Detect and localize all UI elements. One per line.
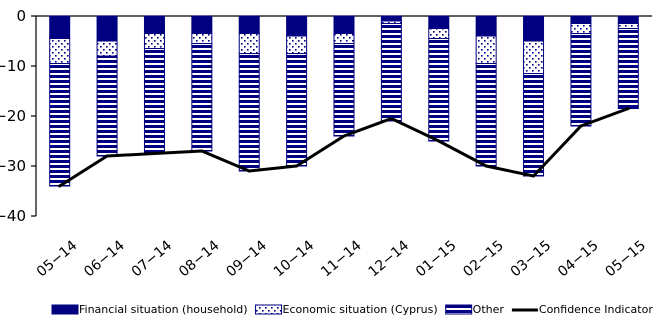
x-tick-label: 01−15 <box>413 238 460 281</box>
x-tick-label: 11−14 <box>318 238 365 281</box>
legend-financial: Financial situation (household) <box>51 303 248 316</box>
y-tick-label: −10 <box>0 57 26 75</box>
legend-economic-label: Economic situation (Cyprus) <box>283 303 438 316</box>
legend-financial-label: Financial situation (household) <box>79 303 248 316</box>
bar-other <box>523 73 545 177</box>
bar-financial <box>380 15 402 22</box>
confidence-indicator-point <box>484 164 488 168</box>
bar-financial <box>570 15 592 24</box>
bar-economic <box>191 33 213 44</box>
bar-other <box>428 38 450 142</box>
confidence-indicator-point <box>389 117 393 120</box>
confidence-indicator-point <box>152 152 156 155</box>
x-tick-label: 09−14 <box>223 238 270 281</box>
bar-other <box>238 53 260 172</box>
confidence-indicator-point <box>295 164 299 168</box>
x-tick-label: 02−15 <box>460 238 507 281</box>
legend-other-swatch <box>445 304 473 315</box>
bar-financial <box>49 15 71 39</box>
bar-financial <box>475 15 497 37</box>
confidence-indicator-point <box>200 149 204 153</box>
legend-other: Other <box>445 303 505 316</box>
bar-economic <box>49 38 71 64</box>
legend-economic-swatch <box>255 304 283 315</box>
legend-financial-swatch <box>51 304 79 315</box>
bar-economic <box>286 35 308 54</box>
bar-economic <box>475 35 497 64</box>
bar-financial <box>143 15 165 34</box>
bar-financial <box>286 15 308 37</box>
bar-other <box>49 63 71 187</box>
bar-economic <box>523 40 545 74</box>
x-tick-label: 03−15 <box>508 238 555 281</box>
bar-other <box>475 63 497 167</box>
bar-financial <box>238 15 260 34</box>
bar-economic <box>428 28 450 39</box>
confidence-indicator-point <box>247 169 251 173</box>
legend-confidence-label: Confidence Indicator <box>539 303 653 316</box>
bar-other <box>333 43 355 137</box>
bar-economic <box>96 40 118 57</box>
x-tick-label: 10−14 <box>271 238 318 281</box>
legend-economic: Economic situation (Cyprus) <box>255 303 438 316</box>
x-tick-label: 07−14 <box>129 238 176 281</box>
x-tick-label: 08−14 <box>176 238 223 281</box>
x-tick-label: 06−14 <box>81 238 128 281</box>
bar-other <box>191 43 213 152</box>
bar-financial <box>191 15 213 34</box>
confidence-indicator-point <box>105 154 109 158</box>
confidence-indicator-point <box>342 134 346 138</box>
x-tick-label: 05−14 <box>34 238 81 281</box>
bar-financial <box>428 15 450 29</box>
bar-other <box>570 33 592 127</box>
bar-financial <box>617 15 639 24</box>
confidence-indicator-point <box>532 174 536 178</box>
bar-other <box>286 53 308 167</box>
bar-economic <box>617 23 639 29</box>
x-tick-label: 05−15 <box>602 238 649 281</box>
bar-economic <box>238 33 260 54</box>
bar-other <box>380 23 402 122</box>
bar-financial <box>333 15 355 34</box>
y-tick-label: −40 <box>0 207 26 225</box>
bar-economic <box>333 33 355 44</box>
y-tick-label: 0 <box>16 7 26 25</box>
confidence-indicator-point <box>579 124 583 128</box>
bar-other <box>143 48 165 154</box>
confidence-indicator-point <box>437 139 441 143</box>
y-tick-label: −20 <box>0 107 26 125</box>
bar-financial <box>96 15 118 42</box>
bar-economic <box>570 23 592 34</box>
bar-economic <box>143 33 165 49</box>
bar-other <box>617 28 639 109</box>
x-tick-label: 04−15 <box>555 238 602 281</box>
bar-financial <box>523 15 545 42</box>
legend-confidence: Confidence Indicator <box>511 303 653 316</box>
y-tick-label: −30 <box>0 157 26 175</box>
confidence-indicator-point <box>626 107 630 110</box>
x-tick-label: 12−14 <box>366 238 413 281</box>
bar-other <box>96 55 118 157</box>
legend-other-label: Other <box>473 303 505 316</box>
confidence-indicator-point <box>58 184 62 188</box>
